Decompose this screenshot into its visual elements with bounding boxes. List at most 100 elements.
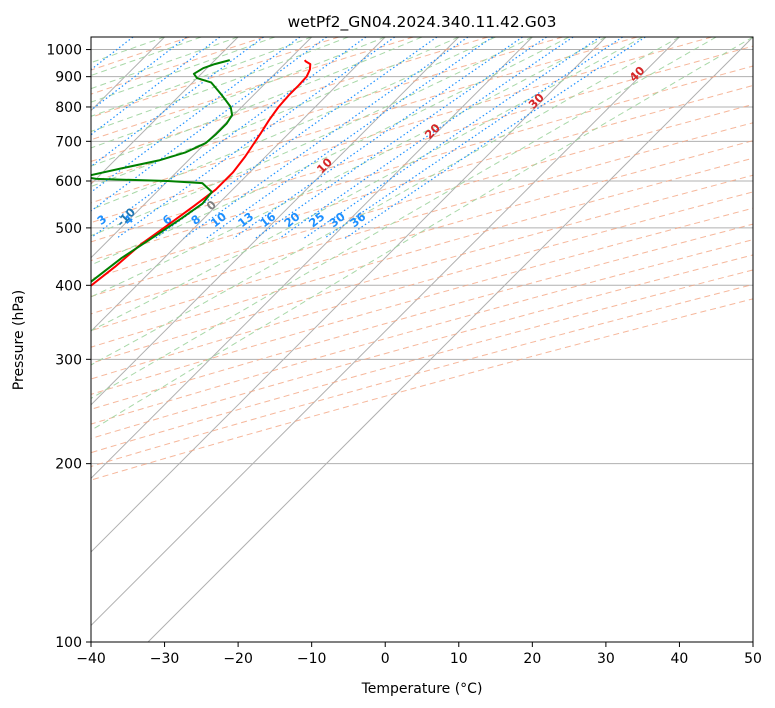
y-tick-label: 500 (55, 221, 82, 237)
dry-adiabat-line (91, 37, 414, 141)
mixing-ratio-line (323, 37, 623, 239)
isotherm-line (91, 37, 607, 553)
moist-adiabat-lines (91, 37, 753, 431)
mixing-ratio-label: 10 (208, 209, 229, 230)
mixing-ratio-lines (91, 37, 646, 239)
dry-adiabat-line (91, 37, 190, 71)
dry-adiabat-line (91, 37, 563, 183)
dry-adiabat-line (91, 37, 712, 224)
dry-adiabat-line (91, 269, 753, 454)
y-tick-label: 800 (55, 100, 82, 116)
mixing-ratio-label: 16 (257, 209, 278, 230)
dry-adiabat-line (91, 37, 265, 95)
moist-adiabat-line (91, 37, 753, 431)
y-axis-label: Pressure (hPa) (11, 290, 27, 390)
dry-adiabat-line (91, 84, 753, 280)
x-tick-label: −10 (297, 651, 327, 667)
dry-adiabat-line (91, 65, 753, 262)
moist-adiabat-line (91, 37, 386, 149)
sounding-series (91, 59, 312, 287)
mixing-ratio-label: 36 (347, 209, 368, 230)
mixing-ratio-label: 25 (306, 209, 327, 230)
mixing-ratio-line (344, 37, 646, 239)
x-tick-label: −20 (223, 651, 253, 667)
isotherm-line (91, 37, 386, 332)
moist-adiabat-label: 10 (314, 155, 335, 176)
moist-adiabat-line (91, 37, 533, 237)
mixing-ratio-line (232, 37, 523, 239)
mixing-ratio-line (91, 37, 221, 136)
dry-adiabat-line (91, 37, 638, 204)
mixing-ratio-line (91, 37, 328, 212)
mixing-ratio-line (278, 37, 574, 239)
moist-adiabat-line (91, 37, 643, 332)
mixing-ratio-line (116, 37, 396, 239)
x-tick-label: 20 (523, 651, 541, 667)
isobar-gridlines (91, 49, 753, 642)
moist-adiabat-line (91, 37, 276, 103)
x-tick-label: 40 (671, 651, 689, 667)
isotherm-line (91, 37, 680, 627)
x-axis-label: Temperature (°C) (361, 681, 483, 697)
isotherm-line (91, 37, 239, 185)
mixing-ratio-label: 8 (188, 212, 203, 228)
mixing-ratio-line (303, 37, 601, 239)
isotherm-line (91, 37, 533, 480)
dry-adiabat-line (91, 283, 753, 468)
moist-adiabat-line (91, 37, 607, 298)
plot-frame (90, 36, 754, 643)
moist-adiabat-line (91, 37, 717, 399)
dry-adiabat-line (91, 37, 339, 118)
isopleth-labels: 0.10.20.40.611.52346810131620253036-100-… (0, 63, 647, 291)
moist-adiabat-line (91, 37, 496, 211)
y-tick-label: 1000 (46, 43, 82, 59)
y-tick-label: 400 (55, 278, 82, 294)
mixing-ratio-label: 30 (327, 209, 348, 230)
x-tick-label: −30 (150, 651, 180, 667)
x-tick-label: −40 (76, 651, 106, 667)
x-tick-label: 0 (381, 651, 390, 667)
isotherm-lines (91, 37, 753, 642)
moist-adiabat-label: 20 (422, 121, 443, 142)
isotherm-line (147, 37, 753, 642)
mixing-ratio-line (205, 37, 494, 239)
moist-adiabat-label: 30 (526, 90, 547, 111)
moist-adiabat-line (91, 37, 349, 133)
moist-adiabat-line (91, 37, 239, 90)
moist-adiabat-line (91, 37, 312, 117)
dry-adiabat-line (91, 239, 753, 425)
y-tick-label: 700 (55, 134, 82, 150)
x-tick-label: 50 (744, 651, 762, 667)
y-tick-label: 900 (55, 70, 82, 86)
y-tick-label: 200 (55, 457, 82, 473)
mixing-ratio-line (91, 37, 301, 193)
dry-adiabat-label: -20 (0, 266, 3, 291)
y-tick-label: 600 (55, 174, 82, 190)
plot-area: 0.10.20.40.611.52346810131620253036-100-… (0, 37, 753, 642)
isotherm-line (91, 37, 460, 406)
mixing-ratio-label: 13 (235, 209, 256, 230)
dry-adiabat-line (91, 37, 489, 162)
x-tick-label: 30 (597, 651, 615, 667)
moist-adiabat-line (91, 37, 570, 266)
mixing-ratio-line (183, 37, 469, 239)
mixing-ratio-label: 1 (0, 212, 15, 228)
y-tick-label: 300 (55, 352, 82, 368)
dry-adiabat-line (91, 140, 753, 332)
mixing-ratio-label: 1.5 (29, 208, 54, 232)
moist-adiabat-line (91, 37, 459, 188)
axes: −40 −30 −20 −10 0 10 20 30 40 50 100 200 300 400 500 60… (46, 43, 762, 667)
temperature-line (91, 59, 312, 287)
mixing-ratio-line (91, 37, 264, 168)
dry-adiabat-line (91, 122, 753, 315)
mixing-ratio-line (154, 37, 438, 239)
dewpoint-line (91, 59, 234, 283)
mixing-ratio-line (254, 37, 547, 239)
mixing-ratio-line (91, 37, 187, 111)
mixing-ratio-label: 20 (281, 209, 302, 230)
x-tick-label: 10 (450, 651, 468, 667)
moist-adiabat-label: 40 (626, 63, 647, 84)
dry-adiabat-lines (91, 37, 753, 481)
moist-adiabat-line (91, 37, 423, 167)
